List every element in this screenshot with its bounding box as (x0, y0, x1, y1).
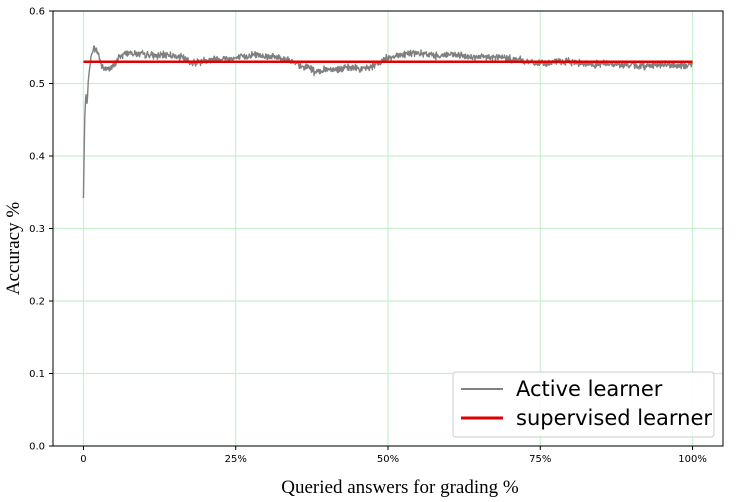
axis-ticks: 0 25% 50% 75% 100% 0.0 0.1 0.2 0.3 0.4 0.5 0.6 (29, 7, 707, 466)
x-tick-label-0: 0 (80, 454, 86, 465)
x-axis-title: Queried answers for grading % (281, 477, 519, 498)
series-lines (82, 45, 693, 199)
y-tick-label-4: 0.4 (29, 152, 45, 163)
y-tick-label-2: 0.2 (29, 297, 45, 308)
y-tick-label-6: 0.6 (29, 7, 45, 18)
x-tick-label-1: 25% (225, 454, 247, 465)
legend-label-supervised-learner: supervised learner (516, 406, 712, 430)
legend-box (452, 371, 715, 438)
series-line-active-learner (82, 45, 693, 199)
x-tick-label-3: 75% (529, 454, 551, 465)
y-tick-label-0: 0.0 (29, 442, 45, 453)
y-axis-title: Accuracy % (3, 202, 24, 296)
x-tick-label-4: 100% (678, 454, 707, 465)
y-tick-label-3: 0.3 (29, 224, 45, 235)
y-tick-label-1: 0.1 (29, 369, 45, 380)
legend-label-active-learner: Active learner (516, 377, 663, 401)
x-tick-label-2: 50% (377, 454, 399, 465)
y-tick-label-5: 0.5 (29, 79, 45, 90)
legend: Active learner supervised learner (452, 371, 715, 438)
